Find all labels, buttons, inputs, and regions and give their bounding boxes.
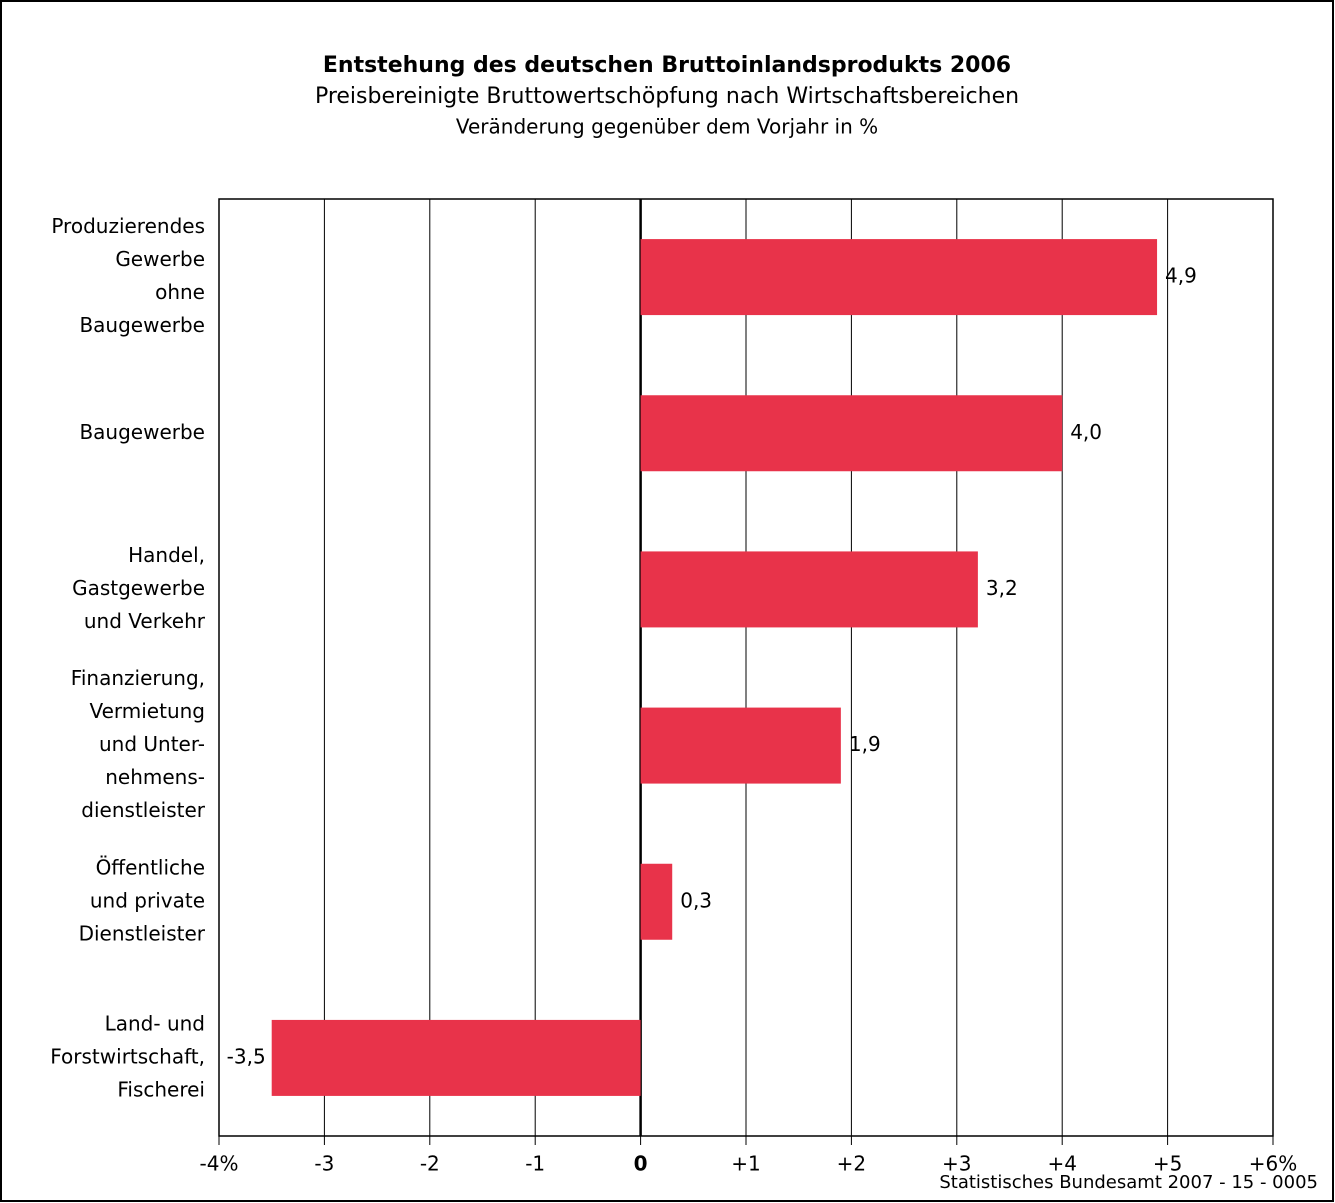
category-label: dienstleister: [81, 798, 205, 822]
x-tick-label: +1: [731, 1152, 760, 1176]
value-label: 1,9: [849, 732, 881, 756]
bar: [640, 863, 673, 940]
category-label: Baugewerbe: [79, 313, 205, 337]
x-tick-label: +4: [1047, 1152, 1076, 1176]
x-tick-label: +6%: [1249, 1152, 1298, 1176]
category-label: Dienstleister: [79, 921, 206, 945]
category-label: Gastgewerbe: [72, 576, 205, 600]
category-label: und Verkehr: [84, 609, 206, 633]
x-tick-label: -2: [420, 1152, 440, 1176]
category-label: Handel,: [128, 543, 205, 567]
chart-title: Entstehung des deutschen Bruttoinlandspr…: [323, 53, 1011, 78]
bar: [640, 707, 841, 784]
category-label: und private: [90, 888, 205, 912]
category-label: Öffentliche: [96, 855, 205, 879]
category-label: ohne: [155, 280, 205, 304]
category-label: Gewerbe: [115, 247, 205, 271]
value-label: 3,2: [986, 576, 1018, 600]
bar: [271, 1019, 641, 1096]
value-label: 4,0: [1070, 420, 1102, 444]
chart-subtitle: Preisbereinigte Bruttowertschöpfung nach…: [315, 84, 1019, 109]
axis-label: Veränderung gegenüber dem Vorjahr in %: [456, 115, 878, 139]
category-label: Fischerei: [117, 1077, 205, 1101]
value-label: 4,9: [1165, 264, 1197, 288]
bar: [640, 239, 1158, 316]
x-tick-label: +3: [942, 1152, 971, 1176]
source: Statistisches Bundesamt 2007 - 15 - 0005: [939, 1172, 1318, 1193]
x-tick-label: +5: [1153, 1152, 1182, 1176]
x-tick-label: +2: [837, 1152, 866, 1176]
bar: [640, 395, 1063, 472]
value-label: -3,5: [227, 1044, 266, 1068]
category-label: und Unter-: [99, 732, 205, 756]
category-label: Finanzierung,: [71, 666, 205, 690]
x-tick-label: -3: [314, 1152, 334, 1176]
x-tick-label: 0: [634, 1152, 648, 1176]
category-label: Forstwirtschaft,: [50, 1044, 205, 1068]
x-tick-label: -1: [525, 1152, 545, 1176]
bar: [640, 551, 978, 628]
category-label: Produzierendes: [51, 214, 205, 238]
x-tick-label: -4%: [200, 1152, 239, 1176]
category-label: Baugewerbe: [79, 420, 205, 444]
category-label: Land- und: [105, 1011, 205, 1035]
category-label: nehmens-: [105, 765, 205, 789]
value-label: 0,3: [680, 888, 712, 912]
category-label: Vermietung: [89, 699, 205, 723]
